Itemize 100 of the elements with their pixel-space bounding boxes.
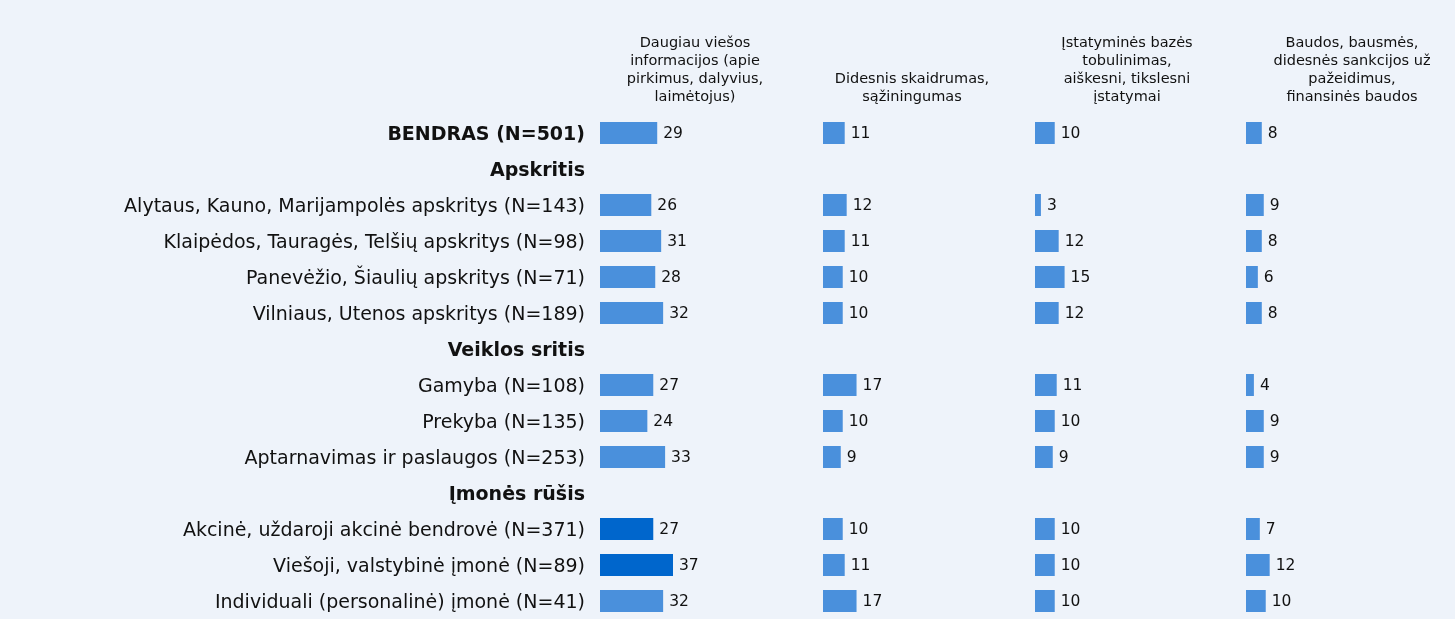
data-label: 12 <box>1064 304 1085 322</box>
data-label: 8 <box>1267 232 1278 250</box>
data-label: 10 <box>848 412 869 430</box>
bar <box>600 266 656 288</box>
data-label: 9 <box>1269 448 1280 466</box>
y-tick-label: Viešoji, valstybinė įmonė (N=89) <box>273 554 585 576</box>
y-tick-label: Panevėžio, Šiaulių apskritys (N=71) <box>246 265 585 288</box>
bar <box>1246 374 1254 396</box>
data-label: 8 <box>1267 124 1278 142</box>
bar <box>1246 266 1258 288</box>
data-label: 10 <box>1060 520 1081 538</box>
y-tick-label: BENDRAS (N=501) <box>387 122 585 144</box>
bar <box>1035 266 1065 288</box>
bar <box>600 122 658 144</box>
bar <box>1035 302 1059 324</box>
text: Įstatyminės bazės tobulinimas, aiškesni, tikslesni įstatymai <box>1061 34 1193 104</box>
data-label: 31 <box>667 232 687 250</box>
bar <box>1035 590 1055 612</box>
bar <box>1035 554 1055 576</box>
data-label: 10 <box>1060 124 1081 142</box>
y-tick-label: Prekyba (N=135) <box>422 410 585 432</box>
data-label: 9 <box>1058 448 1069 466</box>
data-label: 10 <box>848 520 869 538</box>
data-label: 24 <box>653 412 674 430</box>
bar <box>1035 374 1057 396</box>
y-tick-label: Akcinė, uždaroji akcinė bendrovė (N=371) <box>182 518 585 540</box>
y-tick-label: Klaipėdos, Tauragės, Telšių apskritys (N=98) <box>163 230 585 252</box>
chart-title: Daugiau viešos informacijos (apie pirkimus, dalyvius, laimėtojus) <box>626 34 764 104</box>
data-label: 10 <box>1060 412 1081 430</box>
data-label: 6 <box>1263 268 1274 286</box>
y-tick-label: Alytaus, Kauno, Marijampolės apskritys (N=143) <box>124 194 585 216</box>
data-label: 4 <box>1259 376 1270 394</box>
bar <box>1246 194 1264 216</box>
data-label: 10 <box>848 268 869 286</box>
data-label: 8 <box>1267 304 1278 322</box>
bar <box>1035 122 1055 144</box>
data-label: 7 <box>1265 520 1276 538</box>
data-label: 10 <box>848 304 869 322</box>
y-tick-label: Gamyba (N=108) <box>417 374 585 396</box>
bar <box>823 230 845 252</box>
data-label: 33 <box>671 448 691 466</box>
bar <box>1035 194 1041 216</box>
text: Didesnis skaidrumas, sąžiningumas <box>834 70 990 104</box>
bar <box>1035 446 1053 468</box>
data-label: 27 <box>659 520 679 538</box>
y-tick-label: Aptarnavimas ir paslaugos (N=253) <box>244 446 585 468</box>
data-label: 17 <box>862 592 883 610</box>
data-label: 17 <box>862 376 883 394</box>
data-label: 37 <box>679 556 699 574</box>
y-tick-label: Vilniaus, Utenos apskritys (N=189) <box>252 302 585 324</box>
bar <box>600 302 664 324</box>
data-label: 32 <box>669 304 689 322</box>
bar <box>823 590 857 612</box>
data-label: 9 <box>846 448 857 466</box>
data-label: 12 <box>852 196 873 214</box>
bar <box>1246 590 1266 612</box>
bar <box>823 266 843 288</box>
bar <box>823 554 845 576</box>
bar <box>600 590 664 612</box>
y-tick-label: Apskritis <box>489 158 585 180</box>
y-tick-label: Individuali (personalinė) įmonė (N=41) <box>214 590 585 612</box>
bar <box>600 518 654 540</box>
bar <box>600 446 666 468</box>
bar <box>600 230 662 252</box>
data-label: 10 <box>1060 592 1081 610</box>
bar <box>1246 410 1264 432</box>
data-label: 12 <box>1064 232 1085 250</box>
bar <box>1246 554 1270 576</box>
y-tick-label: Įmonės rūšis <box>448 482 585 504</box>
bar <box>600 554 673 576</box>
bar <box>823 194 847 216</box>
bar <box>823 446 841 468</box>
bar <box>823 122 845 144</box>
bar <box>1246 518 1260 540</box>
data-label: 12 <box>1275 556 1296 574</box>
bar <box>600 374 654 396</box>
bar <box>823 518 843 540</box>
data-label: 10 <box>1060 556 1081 574</box>
bar <box>1246 122 1262 144</box>
data-label: 9 <box>1269 196 1280 214</box>
data-label: 32 <box>669 592 689 610</box>
data-label: 10 <box>1271 592 1292 610</box>
bar <box>1246 230 1262 252</box>
data-label: 29 <box>663 124 683 142</box>
data-label: 28 <box>661 268 681 286</box>
bar <box>1246 446 1264 468</box>
data-label: 15 <box>1070 268 1091 286</box>
bar <box>1035 230 1059 252</box>
data-label: 11 <box>1062 376 1083 394</box>
data-label: 11 <box>850 124 871 142</box>
data-label: 9 <box>1269 412 1280 430</box>
bar <box>1246 302 1262 324</box>
bar <box>1035 518 1055 540</box>
data-label: 11 <box>850 232 871 250</box>
data-label: 26 <box>657 196 678 214</box>
bar <box>1035 410 1055 432</box>
data-label: 27 <box>659 376 679 394</box>
bar <box>823 374 857 396</box>
y-tick-label: Veiklos sritis <box>447 338 585 360</box>
data-label: 11 <box>850 556 871 574</box>
